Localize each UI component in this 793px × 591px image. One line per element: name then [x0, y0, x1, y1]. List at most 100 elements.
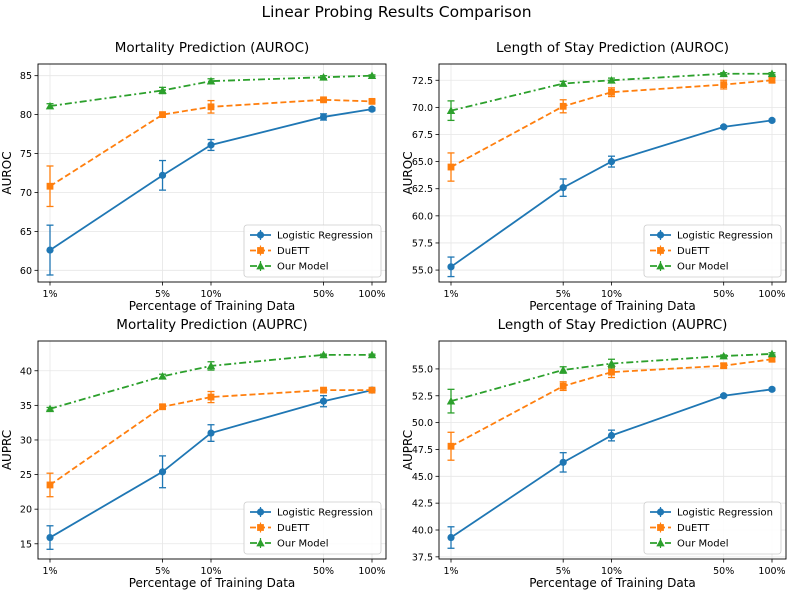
- x-tick-label: 1%: [42, 289, 57, 300]
- y-tick-label: 60: [20, 266, 32, 277]
- y-tick-label: 25: [20, 470, 32, 481]
- data-point: [46, 481, 54, 489]
- x-tick-label: 100%: [758, 289, 785, 300]
- data-point: [367, 71, 377, 80]
- y-tick-label: 67.5: [412, 130, 433, 141]
- data-point: [720, 362, 728, 370]
- legend-marker: [657, 524, 664, 531]
- series-duett: [46, 386, 376, 498]
- x-tick-label: 50%: [713, 289, 734, 300]
- data-point: [559, 458, 567, 466]
- legend-marker: [256, 231, 265, 239]
- y-tick-label: 85: [20, 71, 32, 82]
- y-tick-label: 55.0: [412, 364, 433, 375]
- data-point: [368, 386, 376, 394]
- legend: Logistic Regression DuETT Our Model: [243, 224, 382, 278]
- chart-panel-2: 55.0 57.5 60.0 62.5 65.0 67.5 70.0 72.5 1% 5% 10% 5…: [401, 40, 787, 313]
- data-point: [767, 69, 777, 78]
- figure-title: Linear Probing Results Comparison: [261, 3, 532, 21]
- legend-label: Our Model: [677, 539, 729, 550]
- data-point: [158, 372, 167, 380]
- legend: Logistic Regression DuETT Our Model: [643, 224, 782, 278]
- y-axis-title: AUROC: [401, 151, 415, 194]
- y-tick-label: 42.5: [412, 499, 433, 510]
- data-point: [158, 171, 167, 179]
- data-point: [206, 76, 216, 85]
- y-tick-label: 47.5: [412, 445, 433, 456]
- legend-marker: [656, 508, 665, 516]
- legend-marker: [256, 261, 265, 270]
- y-tick-label: 62.5: [412, 184, 433, 195]
- chart-title: Length of Stay Prediction (AUPRC): [498, 317, 728, 333]
- data-point: [319, 350, 328, 359]
- x-tick-label: 5%: [556, 289, 571, 300]
- data-point: [607, 76, 616, 84]
- y-tick-label: 35: [20, 401, 32, 412]
- data-point: [608, 368, 615, 376]
- legend-label: Our Model: [677, 262, 729, 273]
- legend-label: DuETT: [277, 246, 310, 257]
- series-duett: [46, 96, 376, 208]
- data-point: [768, 116, 776, 124]
- y-tick-label: 70: [20, 188, 32, 199]
- data-point: [558, 365, 568, 374]
- data-point: [207, 393, 215, 401]
- data-point: [207, 141, 215, 149]
- legend-label: Logistic Regression: [277, 508, 373, 519]
- chart-title: Mortality Prediction (AUROC): [115, 40, 310, 56]
- y-tick-label: 55.0: [412, 266, 433, 277]
- data-point: [447, 442, 455, 450]
- data-point: [558, 79, 568, 87]
- axes-frame: [438, 340, 787, 560]
- x-tick-label: 1%: [42, 566, 57, 577]
- y-tick-label: 40: [20, 366, 32, 377]
- y-axis-title: AUROC: [0, 151, 14, 194]
- y-tick-label: 75: [20, 149, 32, 160]
- legend-marker: [656, 231, 665, 239]
- data-point: [367, 350, 377, 359]
- y-tick-label: 20: [20, 505, 32, 516]
- data-point: [158, 468, 167, 476]
- legend-marker: [256, 508, 265, 516]
- chart-panel-1: 60 65 70 75 80 85 1% 5% 10% 50% 100% Mortality Pred…: [0, 40, 387, 313]
- data-point: [319, 113, 328, 121]
- axes-frame: [438, 63, 787, 283]
- x-tick-label: 50%: [713, 566, 734, 577]
- y-axis-title: AUPRC: [0, 430, 14, 470]
- legend-label: Logistic Regression: [677, 508, 773, 519]
- data-point: [768, 76, 776, 84]
- x-tick-label: 100%: [758, 566, 785, 577]
- series-logistic_regression: [46, 105, 376, 276]
- legend-box: [643, 224, 782, 278]
- data-point: [159, 403, 166, 411]
- data-point: [207, 103, 215, 111]
- y-tick-label: 30: [20, 435, 32, 446]
- series-line: [49, 74, 373, 107]
- x-tick-label: 5%: [155, 566, 170, 577]
- data-point: [720, 392, 728, 400]
- data-point: [446, 396, 456, 405]
- series-duett: [447, 76, 776, 182]
- x-axis-title: Percentage of Training Data: [129, 576, 296, 590]
- legend: Logistic Regression DuETT Our Model: [243, 501, 382, 555]
- data-point: [46, 182, 54, 190]
- data-point: [447, 263, 455, 271]
- data-point: [767, 349, 777, 358]
- data-point: [559, 382, 567, 390]
- chart-panel-4: 37.5 40.0 42.5 45.0 47.5 50.0 52.5 55.0 1% 5% 10% 5…: [401, 317, 787, 590]
- series-line: [49, 389, 372, 486]
- x-tick-label: 100%: [358, 566, 385, 577]
- data-point: [559, 102, 567, 110]
- x-tick-label: 5%: [155, 289, 170, 300]
- legend-label: DuETT: [677, 523, 710, 534]
- x-tick-label: 10%: [200, 566, 221, 577]
- data-point: [447, 163, 455, 171]
- data-point: [320, 96, 327, 104]
- axes-frame: [37, 63, 387, 283]
- data-point: [559, 184, 567, 192]
- y-tick-label: 60.0: [412, 211, 433, 222]
- data-point: [207, 429, 215, 437]
- data-point: [719, 69, 728, 78]
- legend-marker: [257, 524, 264, 531]
